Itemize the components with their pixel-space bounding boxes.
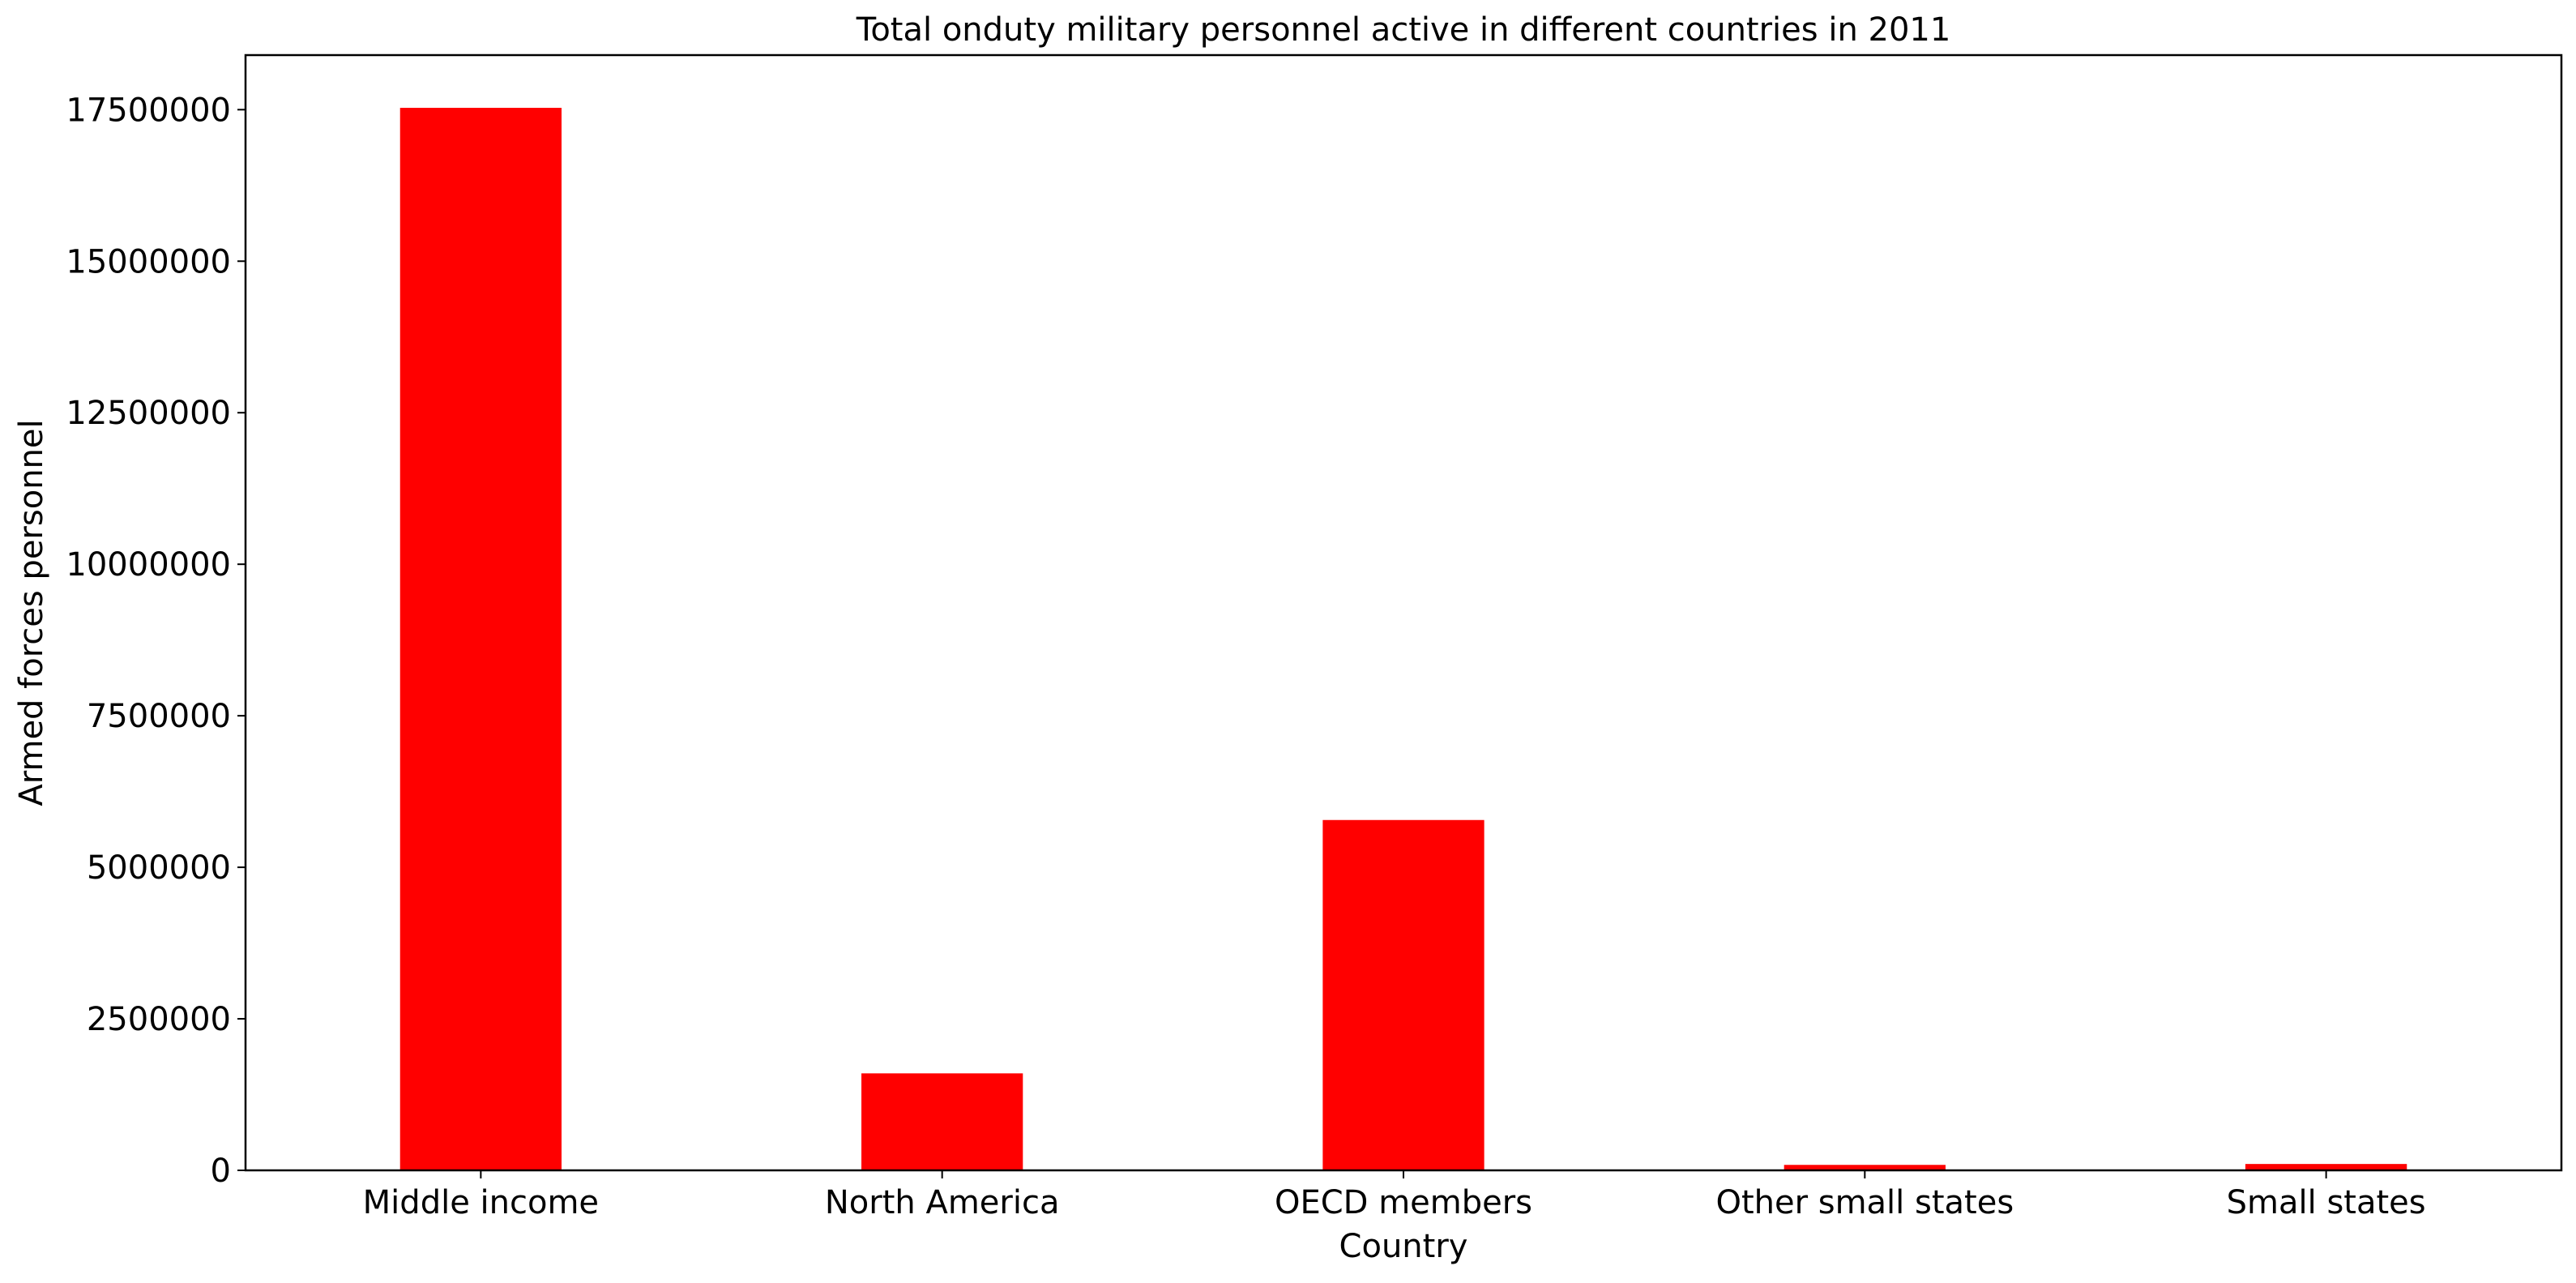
y-tick-label: 0 [211, 1153, 231, 1190]
bars-layer [399, 108, 2407, 1170]
plot-frame [244, 53, 2563, 1172]
y-tick-label: 17500000 [66, 92, 231, 129]
bar-small-states [2245, 1164, 2407, 1170]
x-tick-label: Other small states [1715, 1184, 2014, 1221]
x-axis-label: Country [1339, 1228, 1468, 1265]
x-tick-label: Small states [2227, 1184, 2426, 1221]
bar-north-america [861, 1073, 1023, 1170]
y-tick-label: 12500000 [66, 395, 231, 432]
y-axis-label: Armed forces personnel [13, 419, 50, 806]
x-axis: Middle income North America OECD members Ot… [363, 1170, 2426, 1221]
x-tick-label: OECD members [1275, 1184, 1532, 1221]
y-axis: 0 2500000 5000000 7500000 10000000 12500000 15… [66, 92, 246, 1190]
x-tick-label: Middle income [363, 1184, 599, 1221]
bar-other-small-states [1784, 1165, 1946, 1170]
y-tick-label: 15000000 [66, 243, 231, 280]
y-tick-label: 7500000 [87, 698, 231, 735]
chart-title: Total onduty military personnel active i… [856, 11, 1951, 49]
bar-oecd-members [1322, 819, 1485, 1170]
bar-middle-income [399, 108, 562, 1170]
x-tick-label: North America [825, 1184, 1060, 1221]
y-tick-label: 5000000 [87, 849, 231, 887]
y-tick-label: 10000000 [66, 546, 231, 584]
y-tick-label: 2500000 [87, 1001, 231, 1038]
